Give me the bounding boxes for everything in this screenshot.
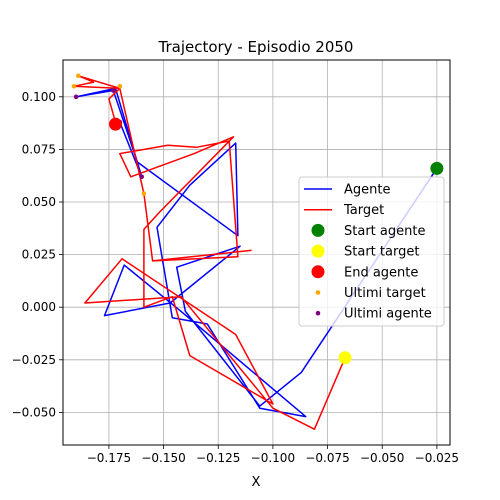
point-ultimi-agente	[73, 94, 79, 100]
chart-title: Trajectory - Episodio 2050	[158, 38, 354, 56]
y-tick-label: 0.100	[22, 90, 56, 104]
marker-start-agente	[430, 161, 444, 175]
legend-swatch-ultimi-agente	[315, 310, 321, 316]
plot-content	[71, 73, 444, 430]
x-tick-label: −0.150	[141, 451, 185, 465]
point-ultimi-target	[141, 191, 147, 196]
x-axis-label: X	[252, 475, 261, 490]
legend-swatch-start-target	[311, 244, 325, 258]
point-ultimi-target	[117, 83, 123, 89]
y-tick-label: 0.000	[22, 300, 56, 314]
legend-label-agente: Agente	[344, 183, 390, 198]
x-tick-label: −0.075	[305, 451, 349, 465]
series-line-target	[73, 75, 346, 430]
y-tick-label: 0.025	[22, 248, 56, 262]
legend-label-end-agente: End agente	[344, 265, 418, 280]
y-tick-label: −0.025	[12, 353, 56, 367]
legend-label-ultimi-agente: Ultimi agente	[344, 307, 432, 322]
axes-frame	[62, 59, 451, 446]
point-ultimi-agente	[110, 88, 116, 93]
x-tick-label: −0.175	[87, 451, 131, 465]
legend-label-target: Target	[343, 203, 384, 218]
x-tick-label: −0.050	[360, 451, 404, 465]
point-ultimi-agente	[139, 174, 145, 180]
legend-label-ultimi-target: Ultimi target	[344, 286, 426, 301]
point-ultimi-target	[76, 73, 81, 79]
x-tick-label: −0.125	[196, 451, 240, 465]
marker-start-target	[338, 351, 352, 365]
legend-label-start-target: Start target	[344, 245, 419, 260]
legend: Agente Target Start agente Start target End …	[298, 176, 445, 327]
point-ultimi-target	[71, 83, 77, 89]
legend-label-start-agente: Start agente	[344, 224, 425, 239]
axis-ticks: −0.175 −0.150 −0.125 −0.100 −0.075 −0.050 −0.0…	[12, 90, 460, 465]
start-end-markers	[108, 117, 444, 365]
y-tick-label: 0.050	[22, 195, 56, 209]
legend-swatch-ultimi-target	[315, 290, 321, 295]
x-tick-label: −0.100	[251, 451, 295, 465]
legend-swatch-start-agente	[311, 223, 325, 237]
y-tick-label: 0.075	[22, 142, 56, 156]
legend-swatch-end-agente	[311, 265, 325, 279]
marker-end-agente	[108, 117, 122, 131]
y-tick-label: −0.050	[12, 405, 56, 419]
legend-box	[298, 176, 445, 327]
x-tick-label: −0.025	[415, 451, 459, 465]
